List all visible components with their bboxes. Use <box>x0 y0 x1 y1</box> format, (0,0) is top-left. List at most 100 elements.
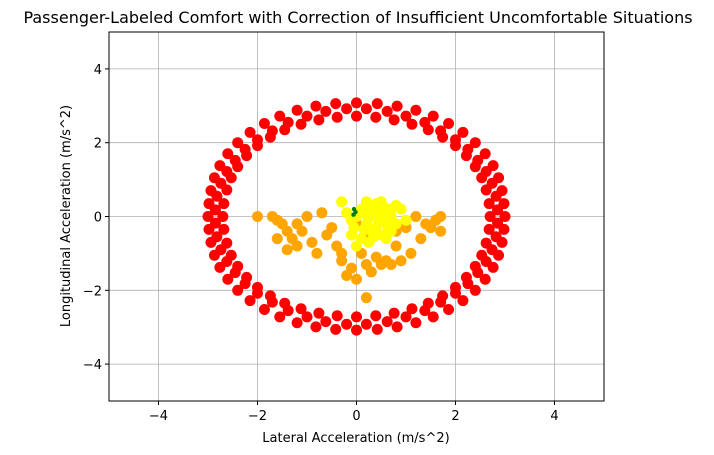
data-point <box>435 225 447 237</box>
data-point <box>258 118 270 130</box>
data-point <box>450 287 461 299</box>
data-point <box>371 323 383 335</box>
data-point <box>221 256 233 268</box>
data-point <box>310 321 322 333</box>
data-point <box>271 233 283 245</box>
data-point <box>348 222 360 234</box>
data-point <box>400 311 412 323</box>
data-point <box>400 214 412 226</box>
data-point <box>472 154 484 166</box>
data-point <box>400 110 412 122</box>
data-point <box>316 207 328 219</box>
data-point <box>370 111 382 123</box>
data-point <box>244 295 256 307</box>
data-point <box>486 244 498 256</box>
data-point <box>232 137 244 149</box>
data-point <box>218 223 230 235</box>
x-axis: −4 −2 0 2 4 <box>149 401 559 424</box>
data-point <box>391 100 403 112</box>
data-point <box>351 97 362 109</box>
series-3 <box>351 206 358 217</box>
data-point <box>427 311 439 323</box>
data-point <box>209 217 221 229</box>
data-point <box>274 110 286 122</box>
data-point <box>252 211 263 222</box>
data-point <box>351 240 362 252</box>
data-point <box>239 143 251 155</box>
data-point <box>373 216 385 228</box>
data-point <box>410 317 422 329</box>
data-point <box>469 284 481 296</box>
data-point <box>395 203 407 215</box>
data-point <box>218 198 230 210</box>
plot-area <box>202 97 511 336</box>
data-point <box>291 104 303 116</box>
data-point <box>330 323 342 335</box>
data-point <box>258 303 270 315</box>
data-point <box>252 134 263 146</box>
data-point <box>360 103 372 115</box>
data-point <box>215 244 227 256</box>
data-point <box>490 231 502 243</box>
data-point <box>480 165 492 177</box>
data-point <box>266 296 278 308</box>
data-point <box>483 223 495 235</box>
data-point <box>410 104 422 116</box>
data-point <box>331 111 343 123</box>
data-point <box>462 143 474 155</box>
x-axis-label: Lateral Acceleration (m/s^2) <box>262 431 449 446</box>
data-point <box>486 177 498 189</box>
data-point <box>419 305 431 317</box>
data-point <box>229 154 241 166</box>
data-point <box>341 103 353 115</box>
data-point <box>410 211 422 222</box>
y-axis-label: Longitudinal Acceleration (m/s^2) <box>59 105 74 327</box>
x-tick-label: 2 <box>451 409 459 424</box>
data-point <box>301 311 313 323</box>
data-point <box>385 258 397 270</box>
data-point <box>427 110 439 122</box>
data-point <box>358 223 370 235</box>
data-point <box>351 212 356 217</box>
data-point <box>320 316 332 328</box>
data-point <box>419 116 431 128</box>
data-point <box>346 262 358 274</box>
data-point <box>274 311 286 323</box>
data-point <box>321 229 333 241</box>
data-point <box>457 295 469 307</box>
data-point <box>336 196 348 208</box>
y-axis: −4 −2 0 2 4 <box>83 63 109 373</box>
data-point <box>311 247 323 259</box>
data-point <box>443 303 455 315</box>
data-point <box>479 273 491 285</box>
data-point <box>229 267 241 279</box>
data-point <box>222 148 234 160</box>
data-point <box>381 105 393 117</box>
y-tick-label: 2 <box>94 137 102 152</box>
data-point <box>291 317 303 329</box>
x-tick-label: −2 <box>248 409 267 424</box>
data-point <box>406 303 418 315</box>
data-point <box>360 292 372 304</box>
data-point <box>406 118 418 130</box>
data-point <box>211 231 223 243</box>
x-tick-label: 4 <box>550 409 558 424</box>
data-point <box>457 126 469 138</box>
data-point <box>370 310 382 322</box>
data-point <box>360 318 372 330</box>
data-point <box>390 240 402 252</box>
data-point <box>472 267 484 279</box>
data-point <box>443 118 455 130</box>
data-point <box>388 114 400 126</box>
data-point <box>221 165 233 177</box>
data-point <box>296 225 308 237</box>
data-point <box>351 110 362 122</box>
data-point <box>480 256 492 268</box>
data-point <box>301 211 313 222</box>
data-point <box>483 198 495 210</box>
y-tick-label: −4 <box>83 358 102 373</box>
data-point <box>301 110 313 122</box>
data-point <box>462 278 474 290</box>
data-point <box>320 105 332 117</box>
data-point <box>239 278 251 290</box>
